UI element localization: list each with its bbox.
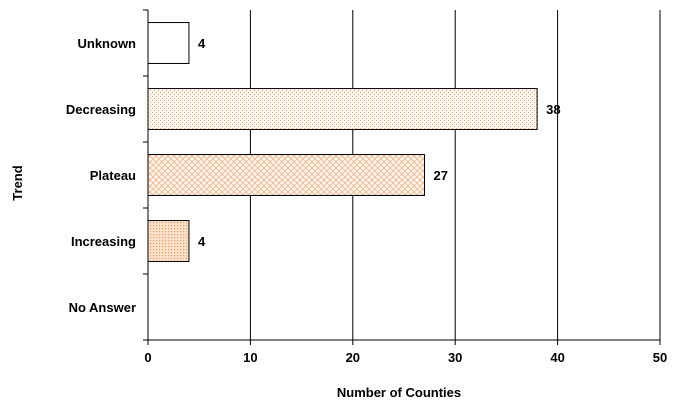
bar [147,220,190,262]
bar [147,88,538,130]
y-axis-title: Trend [10,165,25,200]
axes [147,10,660,341]
category-label: Decreasing [66,102,136,117]
category-label: No Answer [69,300,136,315]
data-label: 4 [198,36,206,51]
x-ticks [147,340,661,345]
data-label: 4 [198,234,206,249]
x-tick-label: 10 [243,350,257,365]
x-tick-label: 40 [550,350,564,365]
category-label: Unknown [78,36,137,51]
x-axis-title: Number of Counties [337,385,461,400]
grid-lines [249,10,661,340]
x-tick-label: 30 [448,350,462,365]
x-tick-label: 20 [346,350,360,365]
data-label: 38 [546,102,560,117]
bar [147,154,425,196]
x-tick-labels: 0 10 20 30 40 50 [144,350,667,365]
data-label: 27 [433,168,447,183]
x-tick-label: 50 [653,350,667,365]
category-label: Plateau [90,168,136,183]
category-labels: Unknown Decreasing Plateau Increasing No Ans… [66,36,136,315]
category-label: Increasing [71,234,136,249]
bars [147,22,538,262]
x-tick-label: 0 [144,350,151,365]
y-ticks [143,9,148,341]
data-labels: 4 38 27 4 [198,36,561,249]
bar [147,22,190,64]
